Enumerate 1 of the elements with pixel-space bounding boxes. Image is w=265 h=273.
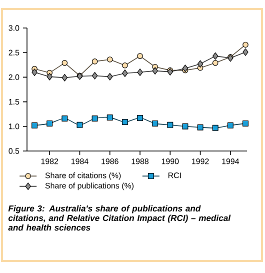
- text: Figure 3: Australia's share of publications and citations, and Relative Citation Impact (RCI) – medical and health sciences: [8, 205, 231, 231]
